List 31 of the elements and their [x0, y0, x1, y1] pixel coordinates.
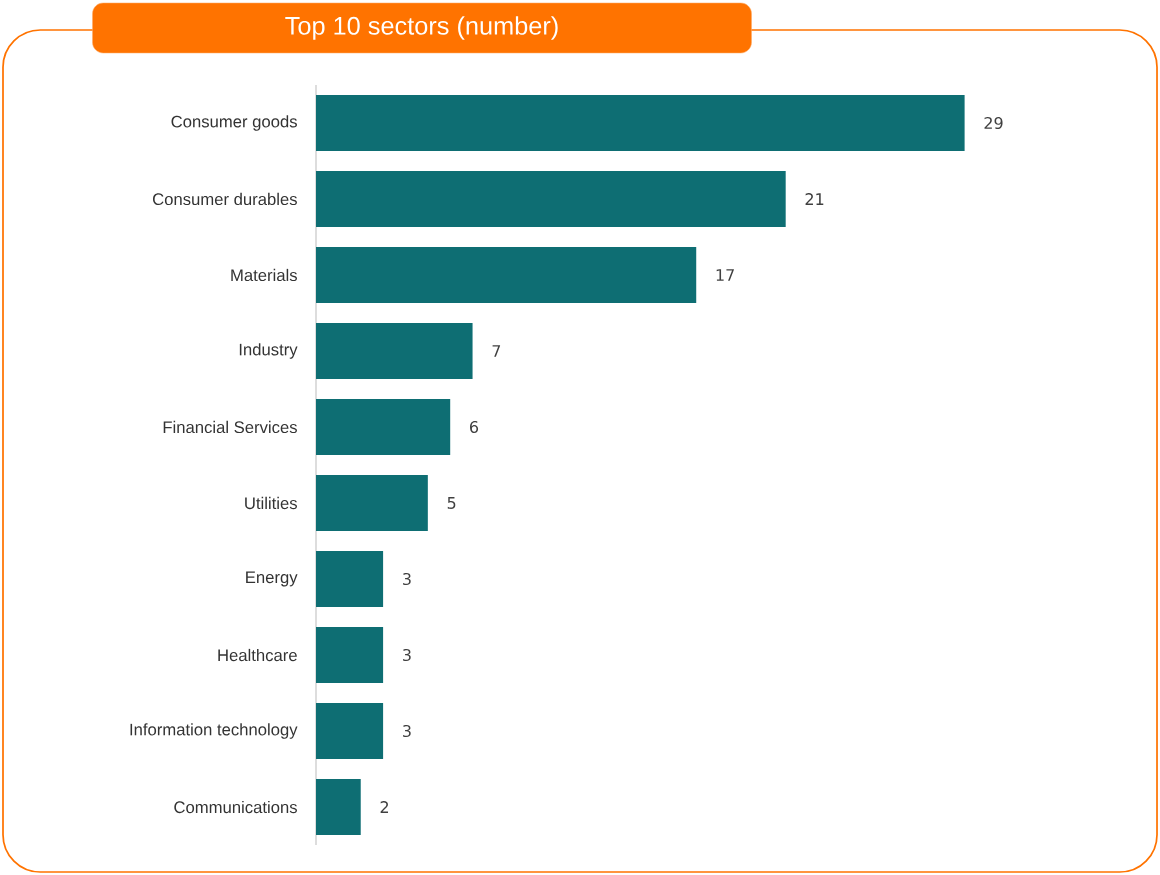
data-label: 3 [403, 724, 411, 738]
bar [316, 475, 428, 531]
bar [316, 247, 697, 303]
y-tick-label: Information technology [130, 723, 298, 739]
y-tick-label: Materials [231, 268, 297, 282]
data-label: 21 [805, 193, 824, 205]
bar [316, 170, 786, 227]
data-label: 6 [470, 420, 479, 434]
data-label: 5 [447, 497, 456, 509]
bar [316, 323, 473, 379]
y-tick-label: Financial Services [163, 420, 297, 434]
y-tick-label: Energy [246, 571, 298, 587]
y-tick-label: Healthcare [218, 648, 297, 662]
y-tick-label: Utilities [245, 496, 297, 510]
bar [316, 779, 361, 836]
data-label: 7 [492, 345, 501, 357]
data-label: 17 [716, 269, 734, 281]
y-tick-label: Consumer goods [171, 115, 297, 131]
bar [316, 627, 384, 683]
y-tick-label: Industry [239, 343, 298, 359]
y-tick-label: Consumer durables [152, 192, 297, 206]
bar [316, 703, 384, 760]
data-label: 2 [380, 801, 389, 813]
chart-title: Top 10 sectors (number) [285, 16, 558, 40]
bar [316, 94, 965, 151]
y-tick-label: Communications [174, 800, 297, 814]
data-label: 3 [403, 572, 411, 586]
bar [316, 399, 451, 455]
data-label: 3 [403, 648, 411, 662]
bar [316, 551, 384, 608]
data-label: 29 [984, 116, 1003, 130]
